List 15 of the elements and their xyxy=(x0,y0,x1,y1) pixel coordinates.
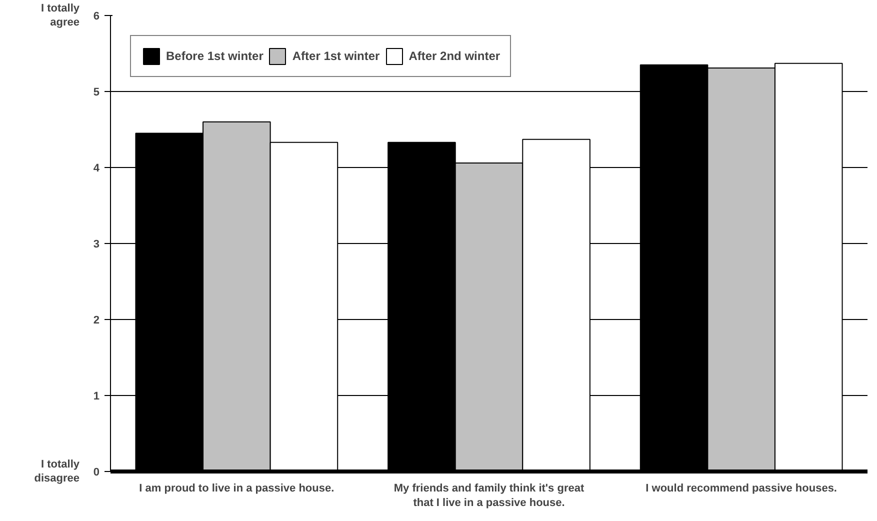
x-tick-label: I would recommend passive houses. xyxy=(646,482,838,494)
text: I totally agree xyxy=(40,2,80,29)
y-tick-label: 3 xyxy=(93,238,100,250)
y-tick-label: 2 xyxy=(93,314,100,326)
x-tick-label: I am proud to live in a passive house. xyxy=(139,482,334,494)
y-tick-label: 1 xyxy=(93,390,100,402)
y-tick-label: 5 xyxy=(93,86,100,98)
y-tick-label: 6 xyxy=(93,10,100,22)
x-tick-label: My friends and family think it's great that I live in a passive house. xyxy=(394,482,584,509)
y-tick-label: 0 xyxy=(93,466,100,478)
legend-label: Before 1st winter xyxy=(166,49,264,63)
legend-label: After 2nd winter xyxy=(408,49,500,63)
y-tick-label: 4 xyxy=(93,162,100,174)
text: I totally disagree xyxy=(34,458,80,485)
legend-label: After 1st winter xyxy=(292,49,380,63)
